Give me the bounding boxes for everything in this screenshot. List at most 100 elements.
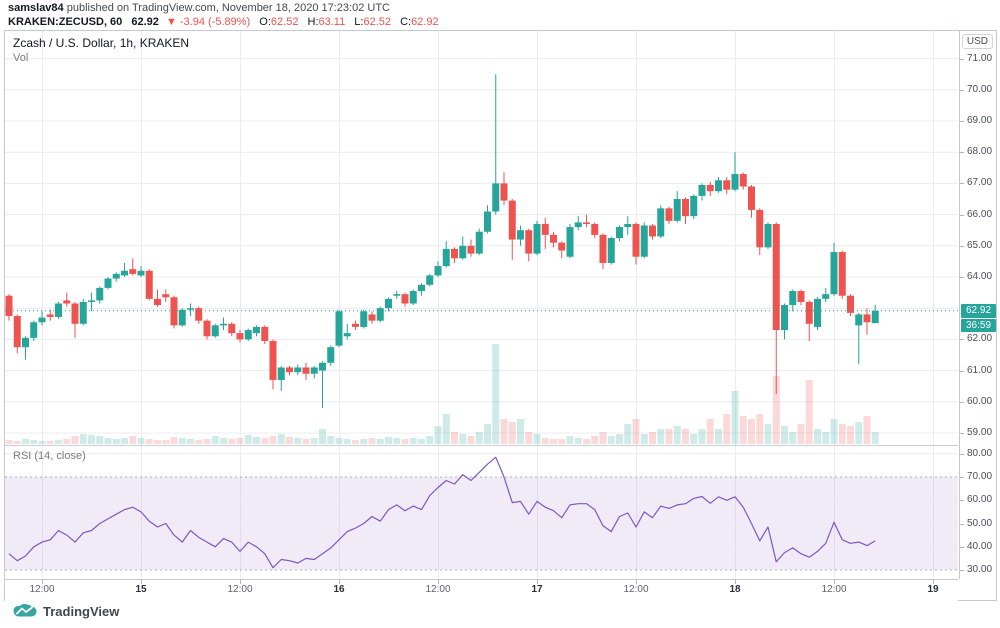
time-axis[interactable]: 12:00 15 12:00 16 12:00 17 12:00 18 12:00 19 bbox=[5, 579, 958, 601]
price-tick-label: 60.00 bbox=[967, 395, 993, 407]
volume-bar bbox=[855, 422, 863, 444]
volume-bar bbox=[805, 380, 813, 444]
last-price-value: 62.92 bbox=[131, 16, 159, 28]
candle-down bbox=[632, 223, 640, 257]
candle-up bbox=[335, 311, 343, 346]
candle-up bbox=[310, 367, 318, 374]
volume-bar bbox=[162, 440, 170, 444]
candle-down bbox=[525, 230, 533, 254]
price-tick-label: 70.00 bbox=[967, 83, 993, 95]
last-price-badge: 62.92 bbox=[961, 303, 996, 318]
candle-down bbox=[451, 248, 458, 259]
candle-up bbox=[96, 287, 104, 301]
axis-tick-mark bbox=[960, 546, 964, 548]
volume-bar bbox=[211, 436, 219, 444]
candle-up bbox=[690, 195, 698, 217]
rsi-tick-label: 60.00 bbox=[967, 494, 993, 506]
time-tick-label: 12:00 bbox=[623, 584, 649, 595]
volume-bar bbox=[13, 441, 21, 444]
candle-up bbox=[640, 225, 648, 257]
volume-bar bbox=[789, 432, 797, 444]
candle-down bbox=[772, 223, 780, 331]
candle-up bbox=[616, 227, 623, 238]
candle-down bbox=[599, 234, 607, 263]
candle-up bbox=[360, 311, 368, 327]
volume-bar bbox=[508, 422, 516, 444]
time-tick-label: 12:00 bbox=[29, 584, 55, 595]
volume-bar bbox=[418, 439, 425, 444]
volume-bar bbox=[319, 429, 326, 444]
volume-bar bbox=[475, 432, 483, 444]
price-axis[interactable]: USD 62.92 36:59 71.00 70.00 69.00 68.00 67.0… bbox=[959, 31, 996, 579]
plot-area[interactable]: Zcash / U.S. Dollar, 1h, KRAKEN Vol RSI … bbox=[5, 31, 958, 579]
byline: samslav84 published on TradingView.com, … bbox=[8, 2, 390, 14]
axis-tick-mark bbox=[960, 433, 964, 434]
volume-bar bbox=[748, 419, 755, 444]
axis-tick-mark bbox=[735, 580, 736, 584]
volume-bar bbox=[558, 439, 566, 444]
volume-bar bbox=[269, 436, 277, 444]
volume-bar bbox=[104, 438, 112, 444]
volume-bar bbox=[607, 436, 615, 444]
candle-up bbox=[112, 273, 120, 279]
candle-wick bbox=[25, 336, 26, 360]
candle-up bbox=[277, 367, 285, 380]
candle-down bbox=[302, 367, 310, 374]
volume-bar bbox=[352, 440, 359, 444]
volume-bar bbox=[71, 436, 79, 444]
candle-down bbox=[863, 314, 871, 323]
volume-bar bbox=[187, 439, 194, 444]
candle-up bbox=[814, 298, 821, 327]
rsi-tick-label: 40.00 bbox=[967, 540, 993, 552]
byline-text: published on TradingView.com, November 1… bbox=[63, 2, 390, 14]
tradingview-logo[interactable]: TradingView bbox=[13, 604, 119, 619]
volume-bar bbox=[772, 376, 780, 444]
axis-tick-mark bbox=[960, 453, 964, 455]
candle-down bbox=[583, 222, 590, 224]
candle-down bbox=[162, 294, 170, 298]
axis-tick-mark bbox=[960, 58, 964, 60]
open-value: 62.52 bbox=[270, 16, 299, 28]
candle-down bbox=[591, 223, 599, 235]
axis-tick-mark bbox=[141, 580, 142, 584]
axis-tick-mark bbox=[960, 121, 964, 122]
candle-wick bbox=[124, 262, 125, 277]
candle-down bbox=[236, 333, 244, 340]
volume-bar bbox=[550, 439, 557, 444]
volume-bar bbox=[459, 434, 467, 444]
time-tick-label: 12:00 bbox=[227, 584, 253, 595]
volume-bar bbox=[492, 344, 500, 444]
axis-tick-mark bbox=[960, 214, 964, 216]
volume-bar bbox=[847, 426, 854, 444]
candle-up bbox=[253, 326, 260, 334]
volume-bar bbox=[657, 429, 665, 444]
candle-up bbox=[566, 227, 574, 257]
candle-up bbox=[343, 333, 351, 337]
chart-canvas[interactable] bbox=[5, 31, 958, 579]
candle-up bbox=[319, 362, 326, 371]
price-tick-label: 67.00 bbox=[967, 177, 993, 189]
volume-bar bbox=[715, 429, 722, 444]
currency-button[interactable]: USD bbox=[961, 34, 993, 49]
candle-down bbox=[63, 300, 71, 304]
axis-tick-mark bbox=[960, 152, 964, 154]
axis-tick-mark bbox=[960, 245, 964, 247]
volume-bar bbox=[368, 438, 376, 444]
price-tick-label: 68.00 bbox=[967, 146, 993, 158]
candle-down bbox=[756, 209, 764, 248]
volume-bar bbox=[310, 438, 318, 444]
candle-up bbox=[55, 303, 62, 317]
candle-down bbox=[228, 323, 236, 334]
candle-up bbox=[871, 310, 879, 324]
candle-down bbox=[508, 200, 516, 240]
volume-bar bbox=[96, 436, 104, 444]
candle-up bbox=[764, 223, 772, 248]
volume-bar bbox=[236, 438, 244, 444]
tradingview-icon bbox=[13, 604, 37, 617]
candle-down bbox=[797, 291, 805, 302]
volume-bar bbox=[451, 432, 458, 444]
candle-up bbox=[88, 300, 95, 302]
volume-bar bbox=[574, 438, 582, 444]
candle-down bbox=[13, 316, 21, 348]
rsi-tick-label: 80.00 bbox=[967, 447, 993, 459]
